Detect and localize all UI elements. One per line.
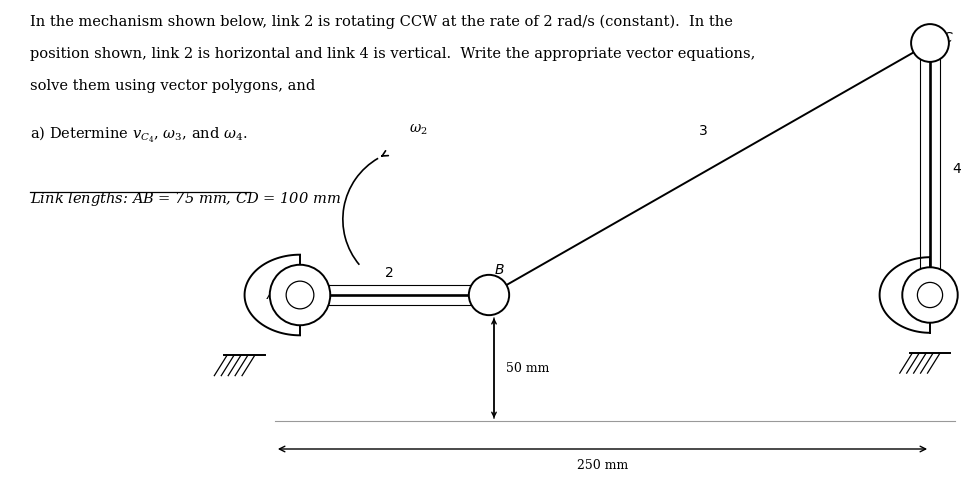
Text: $2$: $2$ — [384, 266, 393, 280]
Text: a) Determine $v_{C_4}$, $\omega_3$, and $\omega_4$.: a) Determine $v_{C_4}$, $\omega_3$, and … — [30, 125, 248, 145]
Text: $4$: $4$ — [952, 162, 962, 176]
Text: position shown, link 2 is horizontal and link 4 is vertical.  Write the appropri: position shown, link 2 is horizontal and… — [30, 47, 755, 61]
Text: In the mechanism shown below, link 2 is rotating CCW at the rate of 2 rad/s (con: In the mechanism shown below, link 2 is … — [30, 15, 733, 29]
Text: $D$: $D$ — [942, 288, 954, 302]
Text: $C$: $C$ — [942, 31, 953, 45]
Text: $A$: $A$ — [266, 288, 278, 302]
Text: $\omega_2$: $\omega_2$ — [409, 122, 427, 137]
Text: Link lengths: $AB$ = 75 mm, $CD$ = 100 mm: Link lengths: $AB$ = 75 mm, $CD$ = 100 m… — [30, 190, 341, 208]
Text: 250 mm: 250 mm — [577, 459, 629, 472]
Text: $B$: $B$ — [494, 263, 505, 277]
Circle shape — [270, 265, 331, 325]
Text: $3$: $3$ — [698, 124, 708, 138]
Text: 50 mm: 50 mm — [506, 361, 549, 374]
Text: solve them using vector polygons, and: solve them using vector polygons, and — [30, 79, 315, 93]
Circle shape — [902, 267, 957, 323]
Circle shape — [469, 275, 510, 315]
Circle shape — [911, 24, 949, 62]
